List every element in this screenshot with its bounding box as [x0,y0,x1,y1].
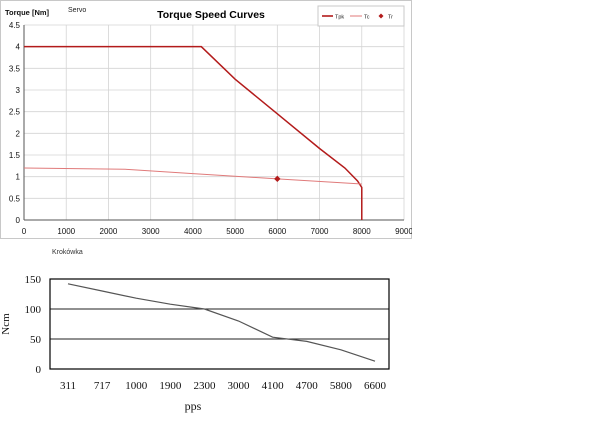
servo-y-tick-label: 2.5 [9,108,21,117]
servo-chart-title: Torque Speed Curves [157,9,265,21]
servo-y-tick-label: 3.5 [9,64,21,73]
servo-x-tick-label: 5000 [226,227,244,236]
servo-legend: Tpk Tc Tr [317,5,405,27]
stepper-x-tick-label: 717 [94,380,111,392]
stepper-x-tick-label: 1000 [125,380,148,392]
servo-x-tick-label: 8000 [353,227,371,236]
legend-tc-label: Tc [364,15,370,21]
servo-x-tick-label: 3000 [142,227,160,236]
krokowka-label: Krokówka [52,249,83,256]
servo-torque-chart: 0 0.5 1 1.5 2 2.5 3 3.5 4 4.5 0 1000 2000 3000 4000 500… [0,0,412,239]
servo-x-tick-label: 4000 [184,227,202,236]
legend-tr-label: Tr [388,15,393,21]
servo-y-tick-label: 1 [16,173,21,182]
stepper-tick-labels: 0 50 100 150 311 717 1000 1900 2300 3000 4100 4700 5… [25,274,387,392]
stepper-gridlines [50,308,389,340]
servo-y-tick-label: 4 [16,43,21,52]
series-tr-point [274,175,281,183]
stepper-y-tick-label: 150 [25,274,42,286]
stepper-y-tick-label: 0 [36,364,42,376]
servo-y-tick-label: 4.5 [9,21,21,30]
servo-y-tick-label: 3 [16,86,21,95]
servo-gridlines [23,24,405,221]
stepper-x-tick-label: 311 [60,380,76,392]
servo-x-tick-label: 9000 [395,227,412,236]
servo-y-tick-label: 0 [16,216,21,225]
servo-y-tick-label: 1.5 [9,151,21,160]
stepper-y-tick-label: 100 [25,304,42,316]
stepper-x-tick-label: 4100 [262,380,285,392]
stepper-x-tick-label: 1900 [159,380,182,392]
servo-axes [23,25,404,221]
servo-label: Servo [68,7,86,14]
servo-x-tick-label: 6000 [268,227,286,236]
stepper-x-tick-label: 6600 [364,380,387,392]
servo-x-tick-label: 2000 [100,227,118,236]
servo-x-tick-label: 1000 [57,227,75,236]
servo-series [23,45,363,220]
stepper-x-axis-label: pps [185,399,202,413]
stepper-plot-frame [49,278,390,370]
servo-x-tick-label: 7000 [311,227,329,236]
servo-x-tick-label: 0 [22,227,27,236]
stepper-x-tick-label: 3000 [228,380,251,392]
stepper-x-tick-label: 2300 [193,380,216,392]
stepper-y-tick-label: 50 [30,334,42,346]
stepper-series [67,283,376,362]
series-tpk-line [24,45,363,220]
servo-y-tick-label: 0.5 [9,194,21,203]
servo-y-axis-label: Torque [Nm] [5,8,50,17]
legend-tpk-label: Tpk [335,15,344,21]
stepper-y-axis-label: Ncm [0,313,12,335]
stepper-x-tick-label: 5800 [330,380,353,392]
servo-y-tick-label: 2 [16,129,21,138]
stepper-torque-line [67,283,376,362]
stepper-x-tick-label: 4700 [296,380,319,392]
servo-plot-frame [0,0,412,239]
servo-tick-labels: 0 0.5 1 1.5 2 2.5 3 3.5 4 4.5 0 1000 2000 3000 4000 500… [9,21,412,236]
stepper-torque-chart: 0 50 100 150 311 717 1000 1900 2300 3000 4100 4700 5… [0,274,390,413]
legend-tr-marker [378,13,384,19]
series-tc-line [23,167,362,185]
